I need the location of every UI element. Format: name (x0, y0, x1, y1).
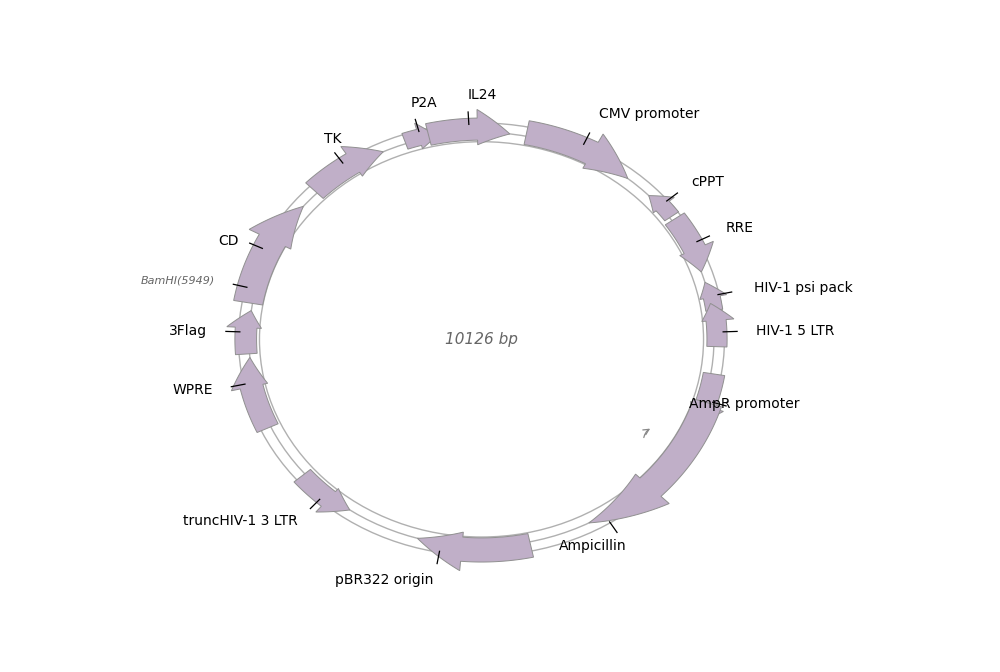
Text: AmpR promoter: AmpR promoter (689, 396, 799, 411)
Polygon shape (524, 121, 628, 179)
Polygon shape (234, 206, 303, 305)
Text: IL24: IL24 (467, 89, 496, 102)
Text: 3Flag: 3Flag (169, 324, 207, 338)
Text: WPRE: WPRE (173, 383, 213, 397)
Polygon shape (231, 358, 278, 433)
Polygon shape (402, 123, 437, 149)
Text: CMV promoter: CMV promoter (599, 108, 700, 121)
Polygon shape (426, 110, 510, 145)
Polygon shape (227, 310, 261, 355)
Text: pBR322 origin: pBR322 origin (335, 573, 434, 587)
Text: HIV-1 5 LTR: HIV-1 5 LTR (756, 324, 834, 338)
Text: Ampicillin: Ampicillin (559, 540, 627, 554)
Text: CD: CD (218, 235, 239, 249)
Polygon shape (649, 196, 679, 221)
Polygon shape (306, 146, 383, 198)
Text: BamHI(5949): BamHI(5949) (141, 276, 215, 286)
Polygon shape (690, 372, 725, 425)
Text: 10126 bp: 10126 bp (445, 332, 518, 347)
Polygon shape (589, 399, 721, 523)
Polygon shape (294, 469, 350, 512)
Polygon shape (417, 532, 534, 571)
Text: P2A: P2A (410, 97, 437, 110)
Text: truncHIV-1 3 LTR: truncHIV-1 3 LTR (183, 514, 298, 528)
Polygon shape (700, 282, 727, 311)
Text: TK: TK (324, 132, 342, 146)
Text: cPPT: cPPT (692, 175, 725, 190)
Polygon shape (665, 213, 713, 272)
Polygon shape (702, 304, 734, 347)
Text: HIV-1 psi pack: HIV-1 psi pack (754, 281, 853, 295)
Text: RRE: RRE (726, 222, 754, 235)
